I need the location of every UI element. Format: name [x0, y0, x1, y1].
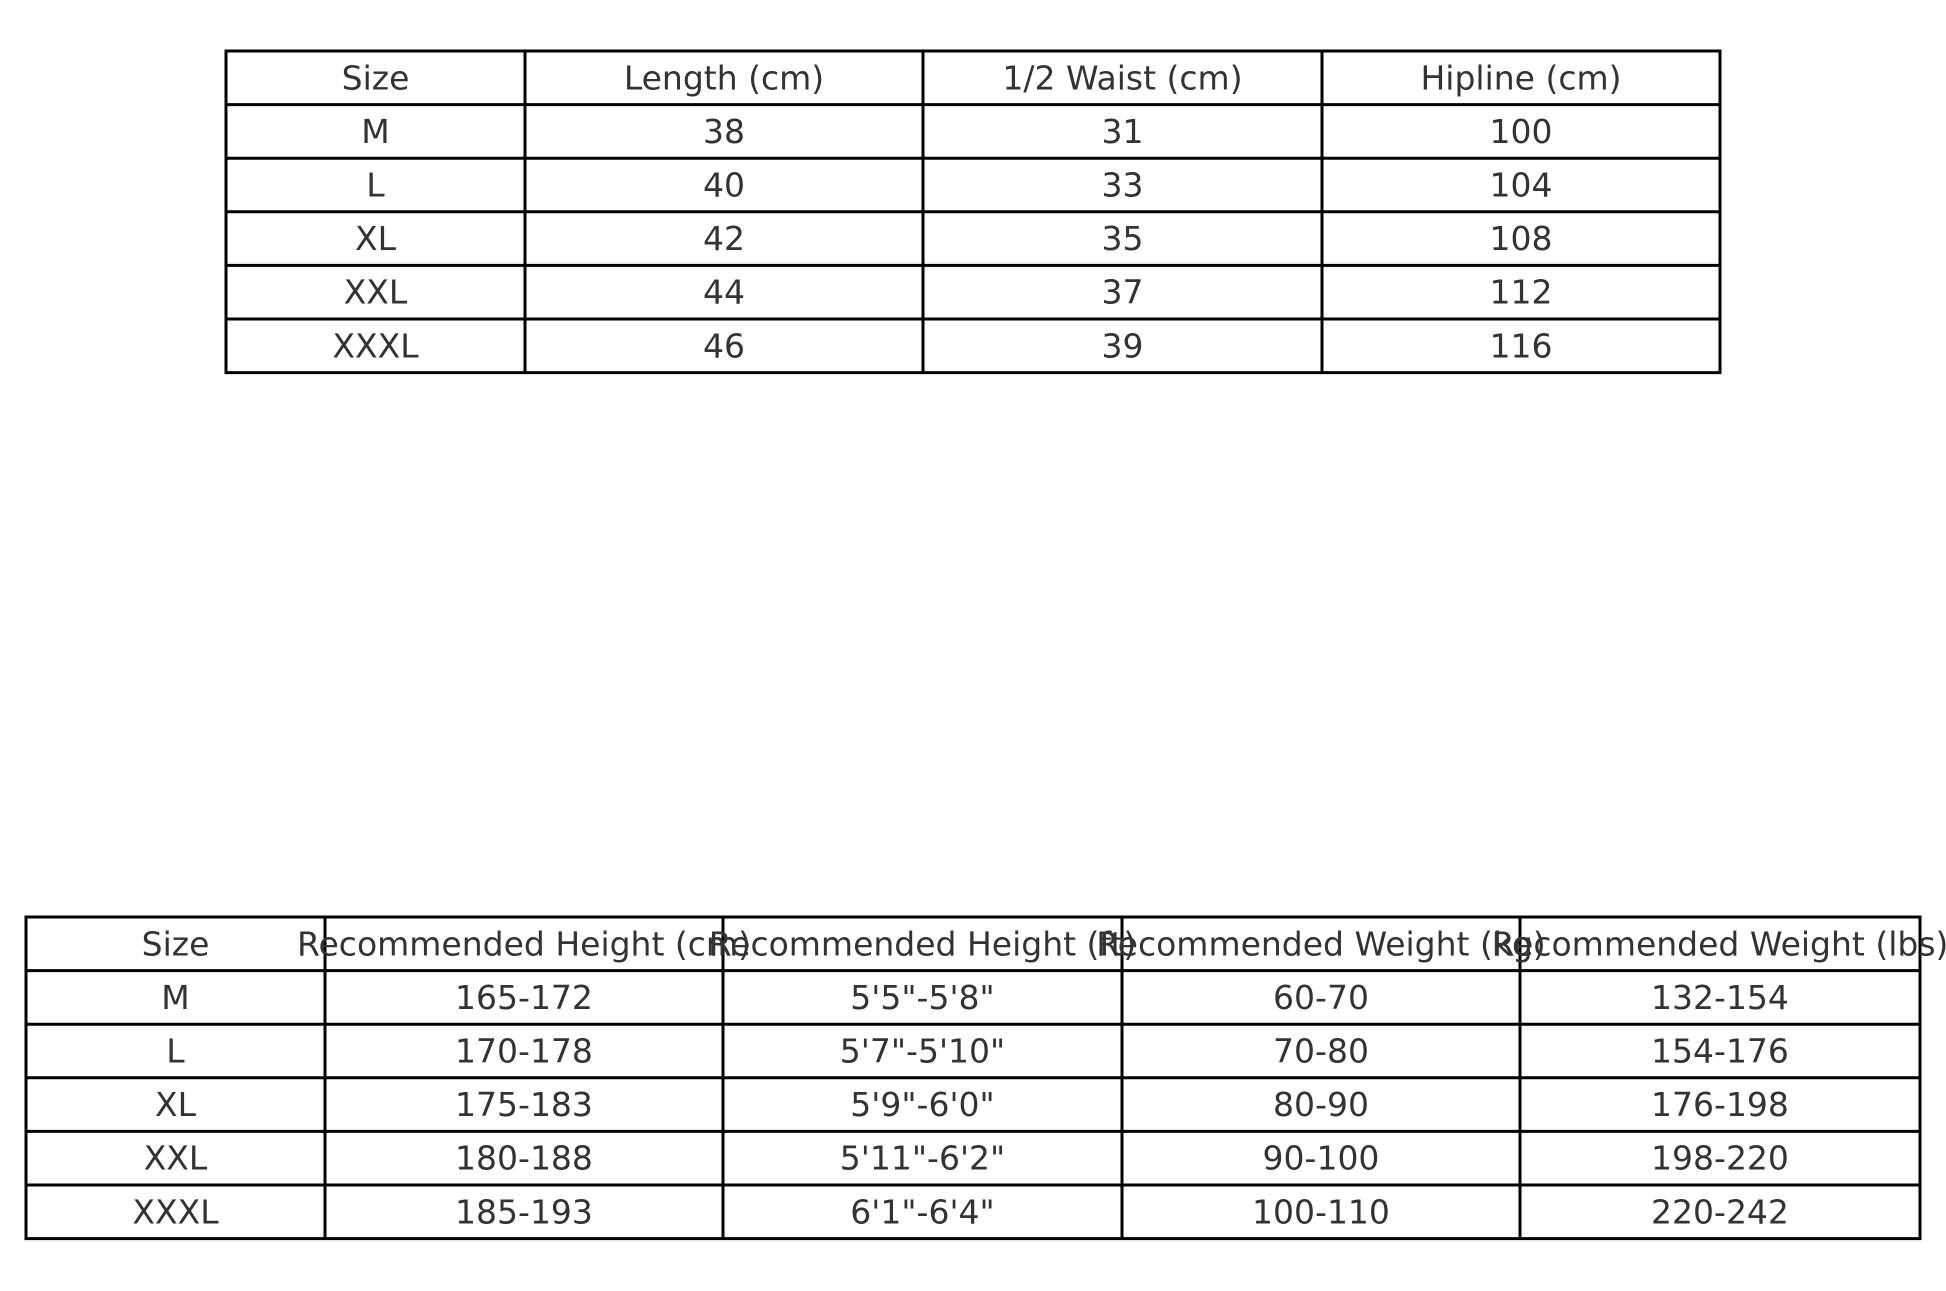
- table-cell: XXL: [144, 1139, 208, 1178]
- table-cell: 90-100: [1263, 1139, 1380, 1178]
- table-cell: 33: [1102, 166, 1144, 205]
- table-cell: 175-183: [455, 1085, 593, 1124]
- table-cell: 5'7"-5'10": [840, 1032, 1005, 1071]
- table-cell: 220-242: [1651, 1192, 1789, 1231]
- table-cell: L: [366, 166, 385, 205]
- table-cell: 176-198: [1651, 1085, 1789, 1124]
- table-cell: 132-154: [1651, 978, 1789, 1017]
- table-cell: 42: [703, 219, 745, 258]
- table-cell: 165-172: [455, 978, 593, 1017]
- table-cell: M: [161, 978, 189, 1017]
- table-cell: 60-70: [1273, 978, 1369, 1017]
- table-cell: 154-176: [1651, 1032, 1789, 1071]
- table-cell: 44: [703, 273, 745, 312]
- table-cell: 39: [1102, 326, 1144, 365]
- table-cell: 170-178: [455, 1032, 593, 1071]
- table-cell: 31: [1102, 112, 1144, 151]
- table-cell: 100: [1490, 112, 1553, 151]
- table-cell: XL: [155, 1085, 197, 1124]
- table-cell: 185-193: [455, 1192, 593, 1231]
- header-cell: Hipline (cm): [1420, 58, 1621, 97]
- header-cell: Size: [342, 58, 410, 97]
- table-cell: 37: [1102, 273, 1144, 312]
- table-cell: 46: [703, 326, 745, 365]
- table-cell: 5'9"-6'0": [850, 1085, 994, 1124]
- header-cell: Recommended Height (ft): [709, 924, 1137, 963]
- table-cell: 40: [703, 166, 745, 205]
- table-cell: M: [361, 112, 389, 151]
- header-cell: Recommended Weight (kg): [1096, 924, 1546, 963]
- table-cell: 104: [1490, 166, 1553, 205]
- table-cell: 198-220: [1651, 1139, 1789, 1178]
- table-cell: 5'11"-6'2": [840, 1139, 1005, 1178]
- table-cell: 38: [703, 112, 745, 151]
- table-cell: XXL: [344, 273, 408, 312]
- header-cell: Length (cm): [624, 58, 824, 97]
- table-cell: 5'5"-5'8": [850, 978, 994, 1017]
- table-cell: XL: [355, 219, 397, 258]
- header-cell: 1/2 Waist (cm): [1002, 58, 1242, 97]
- table-cell: 70-80: [1273, 1032, 1369, 1071]
- header-cell: Size: [142, 924, 210, 963]
- table-cell: L: [166, 1032, 185, 1071]
- table-cell: 112: [1490, 273, 1553, 312]
- header-cell: Recommended Height (cm): [297, 924, 751, 963]
- table-cell: 80-90: [1273, 1085, 1369, 1124]
- table-cell: 35: [1102, 219, 1144, 258]
- table-cell: 116: [1490, 326, 1553, 365]
- table-cell: 108: [1490, 219, 1553, 258]
- header-cell: Recommended Weight (lbs): [1492, 924, 1946, 963]
- table-cell: XXXL: [132, 1192, 219, 1231]
- table-cell: 6'1"-6'4": [850, 1192, 994, 1231]
- table-cell: XXXL: [332, 326, 419, 365]
- table-cell: 100-110: [1252, 1192, 1390, 1231]
- table-cell: 180-188: [455, 1139, 593, 1178]
